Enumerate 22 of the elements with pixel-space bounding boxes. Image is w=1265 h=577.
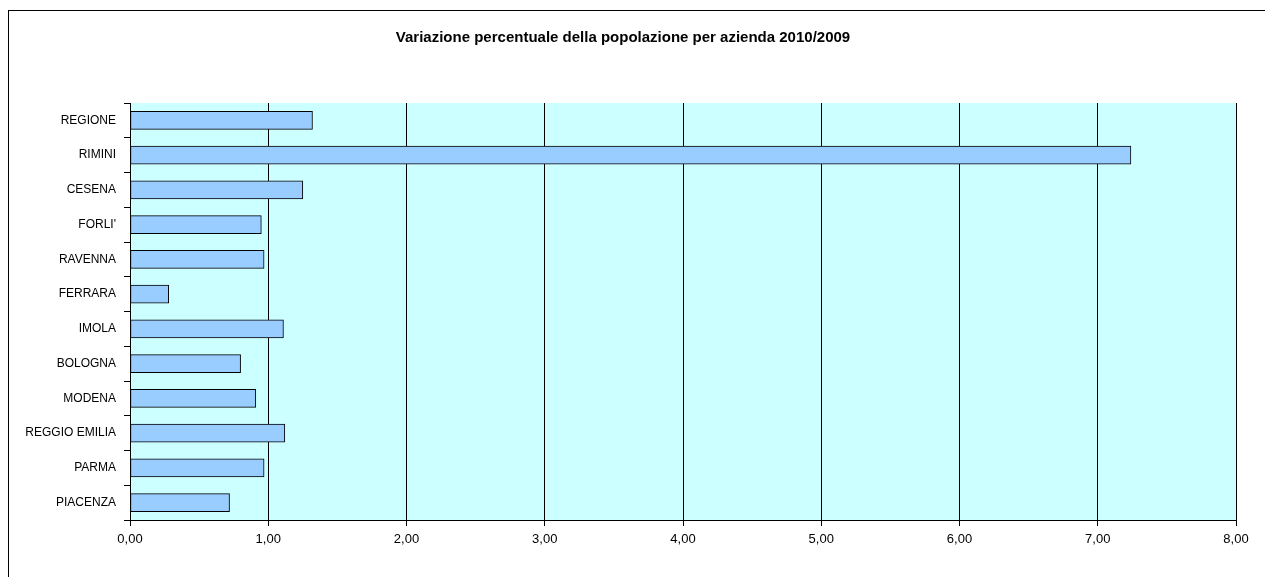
y-tick-label: RIMINI — [78, 147, 116, 162]
y-tick-label: PARMA — [74, 460, 116, 475]
y-tick-label: FORLI' — [78, 216, 116, 231]
x-tick-label: 4,00 — [670, 531, 696, 547]
x-tick-label: 6,00 — [946, 531, 973, 547]
y-tick-label: FERRARA — [58, 286, 116, 301]
x-tick-label: 2,00 — [393, 531, 420, 547]
y-tick-label: REGGIO EMILIA — [25, 425, 116, 440]
chart-title: Variazione percentuale della popolazione per azienda 2010/2009 — [395, 28, 851, 46]
x-tick-label: 8,00 — [1223, 531, 1249, 547]
y-tick-label: RAVENNA — [58, 251, 116, 266]
y-tick-label: MODENA — [63, 390, 116, 405]
x-tick-label: 7,00 — [1085, 531, 1111, 547]
y-tick-label: CESENA — [66, 182, 116, 197]
y-tick-label: IMOLA — [78, 321, 116, 336]
x-tick-label: 1,00 — [255, 531, 281, 547]
y-tick-label: BOLOGNA — [56, 355, 116, 370]
x-tick-label: 0,00 — [117, 531, 143, 547]
y-tick-label: PIACENZA — [55, 494, 116, 509]
x-tick-label: 3,00 — [532, 531, 558, 547]
x-tick-label: 5,00 — [808, 531, 834, 547]
y-tick-label: REGIONE — [60, 112, 116, 127]
